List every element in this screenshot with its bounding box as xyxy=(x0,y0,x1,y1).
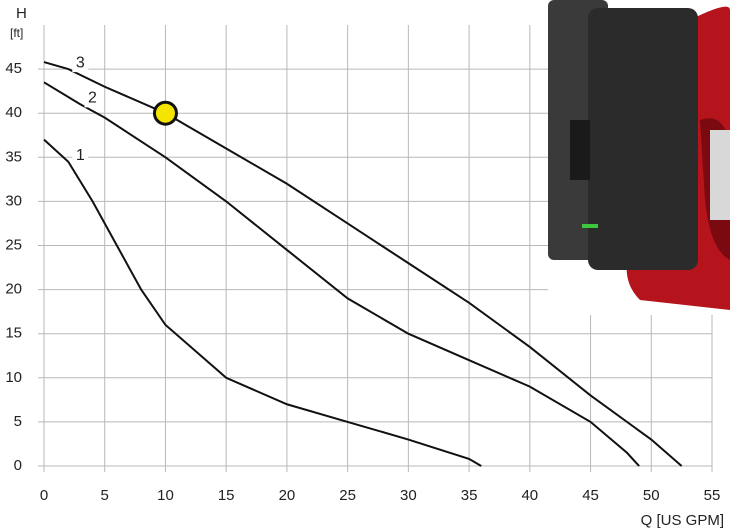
curve xyxy=(43,138,482,467)
y-axis-unit: [ft] xyxy=(10,26,23,40)
curve xyxy=(43,81,640,467)
pump-photo xyxy=(548,0,730,315)
y-axis-title: H xyxy=(16,5,27,22)
x-tick-label: 50 xyxy=(643,487,660,504)
grid: 0 5 10 15 20 25 30 35 40 45 0 5 10 15 20 25 30 35 40 45 50 55 xyxy=(5,25,720,504)
x-axis-title: Q [US GPM] xyxy=(641,512,724,529)
x-tick-label: 55 xyxy=(704,487,721,504)
x-tick-label: 5 xyxy=(101,487,109,504)
curve-label-bg xyxy=(72,146,89,165)
x-tick-label: 10 xyxy=(157,487,174,504)
y-tick-label: 0 xyxy=(14,457,22,474)
x-tick-label: 0 xyxy=(40,487,48,504)
y-tick-label: 25 xyxy=(5,236,22,253)
curve-label: 3 xyxy=(76,54,85,71)
y-tick-label: 30 xyxy=(5,192,22,209)
y-tick-label: 45 xyxy=(5,60,22,77)
operating-point xyxy=(152,100,178,126)
y-tick-label: 10 xyxy=(5,369,22,386)
curve-label-bg xyxy=(84,89,101,108)
y-tick-label: 5 xyxy=(14,413,22,430)
y-tick-label: 35 xyxy=(5,148,22,165)
x-tick-label: 40 xyxy=(521,487,538,504)
y-tick-label: 20 xyxy=(5,281,22,298)
curves: 1 2 3 xyxy=(43,54,683,467)
curve xyxy=(43,61,683,467)
x-tick-label: 35 xyxy=(461,487,478,504)
curve-label: 2 xyxy=(88,90,97,107)
x-tick-label: 20 xyxy=(279,487,296,504)
y-tick-label: 40 xyxy=(5,104,22,121)
curve-label-bg xyxy=(72,54,89,73)
x-tick-label: 25 xyxy=(339,487,356,504)
curve-label: 1 xyxy=(76,147,85,164)
x-tick-label: 15 xyxy=(218,487,235,504)
y-tick-label: 15 xyxy=(5,325,22,342)
x-tick-label: 30 xyxy=(400,487,417,504)
x-tick-label: 45 xyxy=(582,487,599,504)
